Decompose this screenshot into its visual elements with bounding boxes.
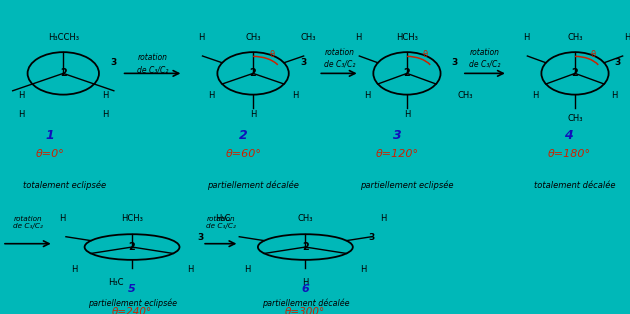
Text: rotation: rotation [207, 216, 235, 222]
Text: CH₃: CH₃ [457, 91, 472, 100]
Text: θ=120°: θ=120° [376, 149, 420, 160]
Text: 2: 2 [249, 68, 256, 78]
Text: CH₃: CH₃ [567, 33, 583, 42]
Text: rotation: rotation [14, 216, 42, 222]
Text: H: H [18, 91, 25, 100]
Text: partiellement décalée: partiellement décalée [261, 299, 349, 308]
Text: H: H [355, 33, 361, 42]
Text: H₃C: H₃C [215, 214, 231, 223]
Text: CH₃: CH₃ [245, 33, 261, 42]
Text: 2: 2 [129, 242, 135, 252]
Text: θ: θ [590, 50, 595, 59]
Text: H₃CCH₃: H₃CCH₃ [48, 33, 79, 42]
Text: H: H [102, 111, 108, 119]
Text: H: H [302, 278, 309, 287]
Text: 1: 1 [46, 129, 55, 142]
Text: θ=300°: θ=300° [285, 307, 326, 314]
Text: rotation: rotation [470, 48, 500, 57]
Text: 3: 3 [110, 58, 117, 67]
Text: θ=0°: θ=0° [36, 149, 65, 160]
Text: HCH₃: HCH₃ [121, 214, 143, 223]
Text: totalement eclipsée: totalement eclipsée [23, 181, 106, 190]
Text: de C₃/C₂: de C₃/C₂ [137, 65, 168, 74]
Text: θ: θ [422, 50, 427, 59]
Text: H: H [624, 33, 630, 42]
Text: 3: 3 [197, 232, 203, 241]
Text: 5: 5 [128, 284, 136, 295]
Text: H: H [244, 265, 251, 274]
Text: HCH₃: HCH₃ [396, 33, 418, 42]
Text: partiellement décalée: partiellement décalée [207, 181, 299, 190]
Text: H: H [208, 91, 214, 100]
Text: H: H [292, 91, 299, 100]
Text: 3: 3 [393, 129, 402, 142]
Text: totalement décalée: totalement décalée [534, 181, 616, 190]
Text: H₃C: H₃C [108, 278, 123, 287]
Text: 4: 4 [564, 129, 573, 142]
Text: H: H [59, 214, 65, 223]
Text: H: H [198, 33, 204, 42]
Text: H: H [360, 265, 366, 274]
Text: 3: 3 [615, 58, 621, 67]
Text: θ=240°: θ=240° [112, 307, 152, 314]
Text: H: H [71, 265, 77, 274]
Text: H: H [381, 214, 387, 223]
Text: θ: θ [269, 50, 275, 59]
Text: 2: 2 [60, 68, 67, 78]
Text: H: H [523, 33, 529, 42]
Text: CH₃: CH₃ [567, 114, 583, 123]
Text: 2: 2 [404, 68, 410, 78]
Text: H: H [18, 111, 25, 119]
Text: 3: 3 [451, 58, 457, 67]
Text: CH₃: CH₃ [297, 214, 313, 223]
Text: de C₃/C₂: de C₃/C₂ [469, 59, 501, 68]
Text: H: H [250, 111, 256, 119]
Text: H: H [186, 265, 193, 274]
Text: 6: 6 [302, 284, 309, 295]
Text: H: H [364, 91, 370, 100]
Text: rotation: rotation [137, 53, 168, 62]
Text: 2: 2 [302, 242, 309, 252]
Text: H: H [102, 91, 108, 100]
Text: H: H [404, 111, 410, 119]
Text: rotation: rotation [324, 48, 355, 57]
Text: H: H [532, 91, 539, 100]
Text: 2: 2 [571, 68, 578, 78]
Text: θ=180°: θ=180° [547, 149, 590, 160]
Text: H: H [612, 91, 618, 100]
Text: 2: 2 [239, 129, 248, 142]
Text: partiellement eclipsée: partiellement eclipsée [88, 299, 176, 308]
Text: CH₃: CH₃ [301, 33, 316, 42]
Text: θ=60°: θ=60° [226, 149, 261, 160]
Text: partiellement eclipsée: partiellement eclipsée [360, 181, 454, 190]
Text: 3: 3 [369, 232, 374, 241]
Text: de C₃/C₂: de C₃/C₂ [206, 223, 236, 229]
Text: de C₃/C₂: de C₃/C₂ [13, 223, 43, 229]
Text: de C₃/C₂: de C₃/C₂ [324, 59, 355, 68]
Text: 3: 3 [301, 58, 306, 67]
